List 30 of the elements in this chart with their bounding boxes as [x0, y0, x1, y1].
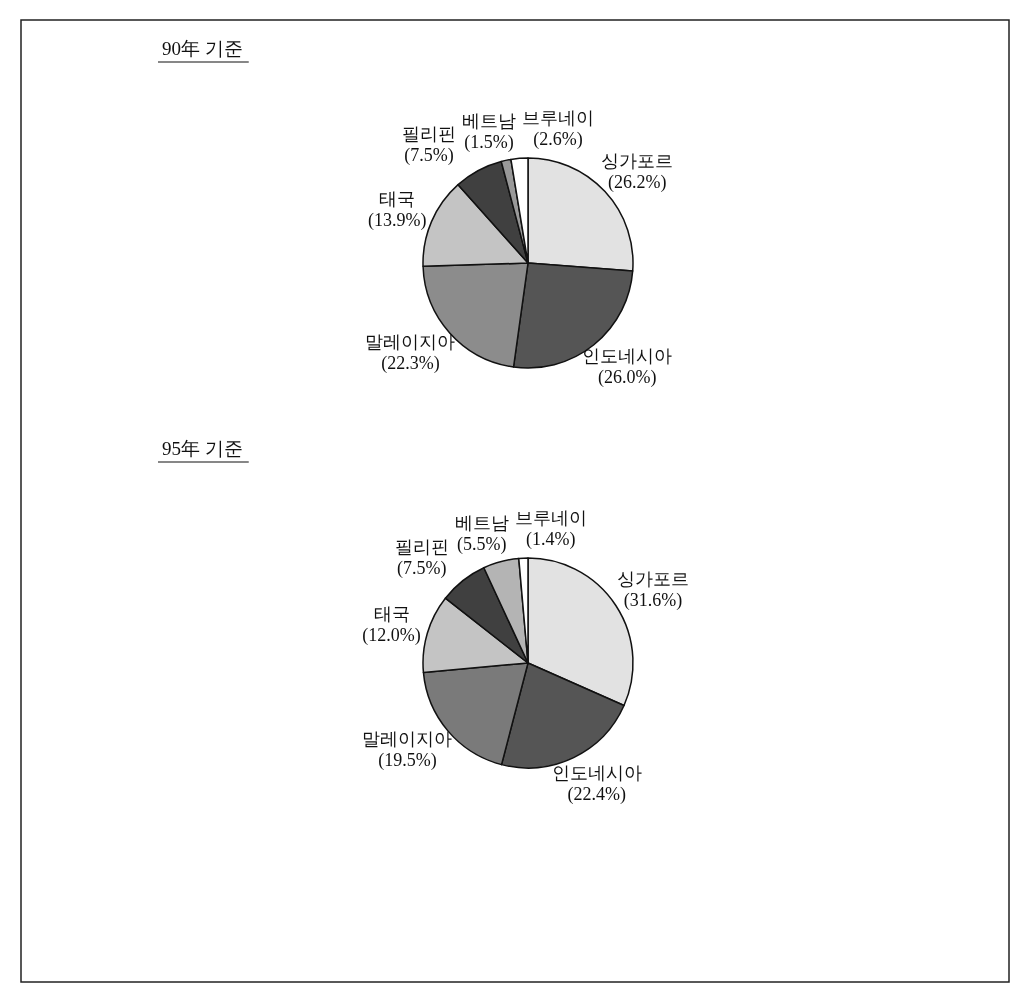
slice-label: 브루네이	[514, 508, 587, 529]
data-label: (1.5%)	[464, 131, 514, 153]
data-label: (26.0%)	[597, 367, 657, 389]
slice-label: 말레이지아	[365, 331, 456, 352]
slice-label: 인도네시아	[582, 346, 673, 367]
data-label: (12.0%)	[362, 624, 421, 646]
slice-label: 필리핀	[394, 536, 449, 557]
data-label: (19.5%)	[378, 749, 437, 771]
data-label: (22.4%)	[567, 783, 626, 805]
slice-label: 베트남	[454, 512, 509, 533]
data-label: (22.3%)	[381, 352, 440, 374]
data-label: (2.6%)	[533, 129, 583, 151]
data-label: (5.5%)	[457, 533, 507, 555]
data-label: (7.5%)	[404, 144, 454, 166]
slice-label: 말레이지아	[362, 728, 453, 749]
slice-label: 인도네시아	[551, 762, 642, 783]
slice-label: 브루네이	[522, 108, 595, 129]
data-label: (1.4%)	[526, 529, 576, 551]
slice-label: 베트남	[462, 110, 517, 131]
data-label: (13.9%)	[368, 210, 427, 232]
data-label: (7.5%)	[397, 557, 447, 579]
text: 95年 기준	[162, 438, 243, 459]
slice-label: 싱가포르	[616, 568, 689, 589]
slice-label: 싱가포르	[601, 150, 674, 171]
text: 90年 기준	[162, 38, 243, 59]
data-label: (26.2%)	[608, 171, 667, 193]
data-label: (31.6%)	[623, 589, 683, 611]
slice-label: 태국	[379, 189, 416, 210]
slice-label: 필리핀	[402, 123, 457, 144]
slice-label: 태국	[373, 603, 410, 624]
